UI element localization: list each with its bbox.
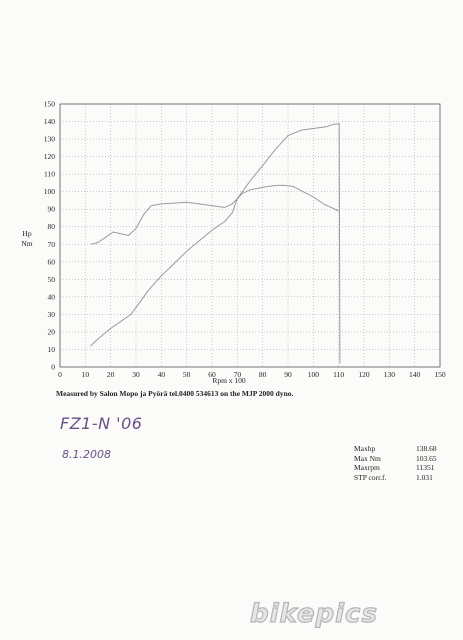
torque-curve — [90, 184, 339, 245]
y-tick-label: 120 — [44, 152, 56, 161]
y-tick-label: 40 — [48, 292, 56, 301]
dyno-chart: 0 10 20 30 40 50 60 70 80 90 100 110 120 130 140 150 0 1… — [21, 100, 446, 386]
stat-label: Maxrpm — [354, 463, 380, 472]
stats-row-maxrpm: Maxrpm 11351 — [354, 463, 437, 473]
stats-row-maxhp: Maxhp 138.68 — [354, 444, 437, 454]
x-tick-label: 70 — [234, 370, 242, 379]
x-tick-label: 20 — [107, 370, 115, 379]
x-tick-label: 110 — [333, 370, 344, 379]
x-tick-labels: 0 10 20 30 40 50 60 70 80 90 100 110 120 130 140 150 — [58, 370, 446, 379]
chart-grid — [59, 103, 441, 368]
stat-value: 11351 — [416, 463, 435, 472]
x-axis-label: Rpm x 100 — [212, 376, 246, 385]
y-tick-label: 100 — [44, 187, 56, 196]
x-tick-label: 140 — [409, 370, 421, 379]
stat-value: 1.031 — [416, 472, 433, 482]
stats-row-maxnm: Max Nm 103.65 — [354, 454, 437, 464]
y-tick-label: 90 — [48, 205, 56, 214]
stat-value: 103.65 — [416, 453, 437, 463]
x-tick-label: 30 — [132, 370, 140, 379]
y-tick-label: 110 — [44, 170, 55, 179]
x-tick-label: 100 — [308, 370, 320, 379]
plot-frame — [59, 103, 441, 368]
y-tick-label: 70 — [48, 240, 56, 249]
y-tick-label: 50 — [48, 275, 56, 284]
dyno-caption: Measured by Salon Mopo ja Pyörä tel.0400… — [56, 389, 294, 398]
y-tick-label: 130 — [44, 135, 56, 144]
x-tick-label: 80 — [259, 370, 267, 379]
stat-label: Maxhp — [354, 444, 376, 453]
x-tick-label: 60 — [208, 370, 216, 379]
watermark-logo: bikepics — [249, 598, 378, 629]
y-tick-label: 30 — [48, 310, 56, 319]
y-tick-label: 140 — [44, 117, 56, 126]
stat-label: STP corr.f. — [354, 472, 387, 482]
y-tick-label: 60 — [48, 257, 56, 266]
y-tick-label: 0 — [51, 363, 55, 372]
y-tick-label: 150 — [44, 100, 56, 109]
y-axis-label-nm: Nm — [21, 239, 32, 248]
x-tick-label: 130 — [384, 370, 396, 379]
x-tick-label: 50 — [183, 370, 191, 379]
x-tick-label: 150 — [434, 370, 446, 379]
stat-value: 138.68 — [416, 444, 437, 453]
x-tick-label: 10 — [82, 370, 90, 379]
x-tick-label: 120 — [358, 370, 370, 379]
chart-curves — [90, 123, 341, 364]
stat-label: Max Nm — [354, 453, 381, 463]
handwritten-date: 8.1.2008 — [62, 448, 111, 461]
x-tick-label: 90 — [284, 370, 292, 379]
stats-row-stp: STP corr.f. 1.031 — [354, 473, 437, 483]
y-tick-labels: 0 10 20 30 40 50 60 70 80 90 100 110 120 130 140 150 — [44, 100, 56, 372]
x-tick-label: 40 — [158, 370, 166, 379]
y-axis-label-hp: Hp — [22, 229, 31, 238]
handwritten-model: FZ1-N '06 — [60, 414, 143, 433]
stats-table: Maxhp 138.68 Max Nm 103.65 Maxrpm 11351 … — [354, 444, 437, 482]
power-curve — [90, 123, 341, 364]
y-tick-label: 20 — [48, 327, 56, 336]
x-tick-label: 0 — [58, 370, 62, 379]
y-tick-label: 80 — [48, 222, 56, 231]
y-tick-label: 10 — [48, 345, 56, 354]
